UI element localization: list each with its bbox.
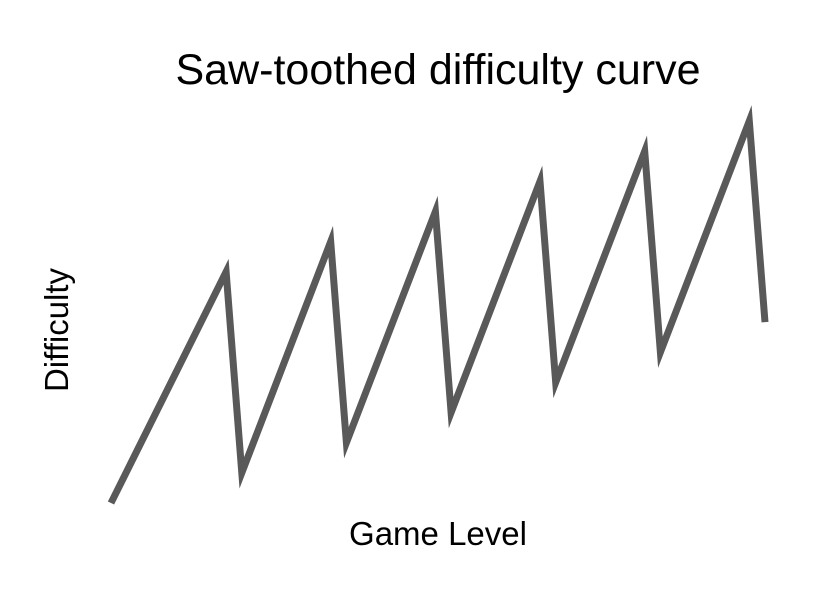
chart-title: Saw-toothed difficulty curve (175, 46, 701, 94)
x-axis-label: Game Level (349, 515, 527, 552)
difficulty-series-line (107, 105, 769, 505)
series-layer (107, 105, 769, 505)
y-axis-label: Difficulty (38, 267, 75, 393)
